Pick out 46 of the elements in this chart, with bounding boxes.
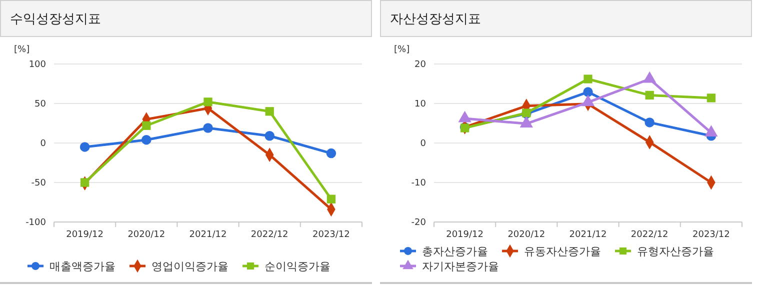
y-tick-label: 0	[420, 139, 426, 149]
y-tick-label: 50	[34, 100, 46, 110]
point	[80, 142, 90, 152]
legend-label: 자기자본증가율	[422, 260, 499, 273]
y-tick-label: -10	[411, 178, 426, 188]
y-axis-title: [%]	[14, 45, 30, 55]
legend-label: 매출액증가율	[50, 260, 116, 273]
point	[80, 178, 90, 187]
x-tick-label: 2023/12	[312, 230, 350, 240]
point	[645, 90, 654, 100]
legend-label: 총자산증가율	[422, 245, 488, 258]
legend-label: 유동자산증가율	[524, 245, 601, 258]
point	[584, 74, 592, 84]
x-tick-label: 2019/12	[66, 230, 104, 240]
x-tick-label: 2022/12	[250, 230, 288, 240]
legend-label: 유형자산증가율	[637, 245, 714, 258]
chart-title: 자산성장성지표	[390, 12, 481, 27]
x-tick-label: 2019/12	[446, 230, 484, 240]
chart-title: 수익성장성지표	[10, 12, 101, 27]
point	[326, 194, 336, 204]
point	[583, 87, 593, 97]
x-tick-label: 2021/12	[189, 230, 227, 240]
point	[706, 94, 716, 102]
y-tick-label: 20	[414, 60, 426, 70]
point	[204, 98, 212, 106]
y-tick-label: 100	[28, 60, 46, 70]
point	[142, 134, 152, 145]
y-tick-label: -20	[411, 218, 426, 228]
y-tick-label: -100	[26, 218, 46, 228]
y-tick-label: -50	[31, 178, 46, 188]
point	[265, 107, 274, 116]
point	[142, 121, 151, 130]
point	[326, 148, 336, 158]
y-tick-label: 0	[40, 139, 46, 149]
point	[203, 123, 213, 133]
x-tick-label: 2022/12	[630, 230, 668, 240]
point	[644, 118, 654, 128]
point	[264, 131, 274, 141]
x-tick-label: 2023/12	[692, 230, 730, 240]
y-tick-label: 10	[414, 100, 426, 110]
y-axis-title: [%]	[394, 45, 410, 55]
x-tick-label: 2020/12	[128, 230, 166, 240]
x-tick-label: 2021/12	[569, 230, 607, 240]
x-tick-label: 2020/12	[508, 230, 546, 240]
legend-label: 영업이익증가율	[152, 260, 228, 273]
legend-label: 순이익증가율	[264, 260, 330, 273]
